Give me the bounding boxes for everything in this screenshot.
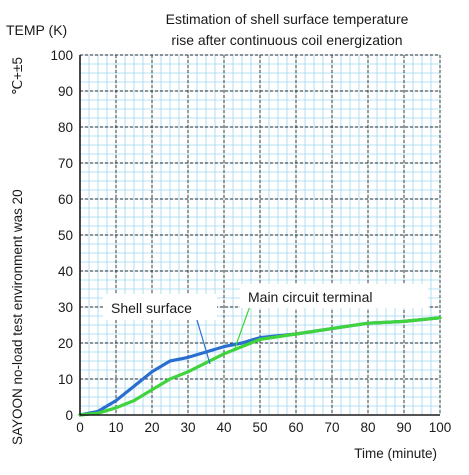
x-tick-label: 30 [180, 420, 195, 435]
side-note-tolerance: ℃+±5 [10, 57, 25, 95]
x-tick-label: 80 [360, 420, 375, 435]
y-tick-label: 0 [65, 408, 73, 423]
x-tick-label: 70 [324, 420, 339, 435]
series-layer [78, 316, 442, 417]
tick-labels: 0 10 20 30 40 50 60 70 80 90 100 0 10 20 30 40 50 60 70 80 9… [50, 48, 451, 435]
x-tick-label: 90 [396, 420, 411, 435]
x-tick-label: 20 [144, 420, 159, 435]
series-main-terminal-line [78, 316, 442, 417]
chart-title-line-2: rise after continuous coil energization [171, 32, 402, 48]
y-tick-label: 60 [58, 192, 73, 207]
legend-shell-leader [196, 319, 211, 365]
x-tick-label: 60 [288, 420, 303, 435]
legend-terminal-label: Main circuit terminal [248, 289, 372, 305]
x-axis-label: Time (minute) [354, 446, 437, 461]
legend-terminal-box [240, 284, 428, 308]
axes [79, 55, 440, 416]
y-tick-label: 80 [58, 120, 73, 135]
y-tick-label: 100 [50, 48, 73, 63]
legend-shell-box [103, 294, 217, 320]
x-tick-label: 40 [216, 420, 231, 435]
side-note-environment: SAYOON no-load test environment was 20 [10, 189, 25, 445]
x-tick-label: 10 [108, 420, 123, 435]
y-tick-label: 40 [58, 264, 73, 279]
chart-title-line-1: Estimation of shell surface temperature [166, 11, 409, 27]
y-tick-label: 50 [58, 228, 73, 243]
legend-terminal-leader [234, 305, 251, 349]
y-tick-label: 70 [58, 156, 73, 171]
y-tick-label: 90 [58, 84, 73, 99]
legend-main-terminal: Main circuit terminal [234, 284, 428, 349]
legend-shell-surface: Shell surface [103, 294, 217, 365]
x-tick-label: 0 [76, 420, 84, 435]
y-axis-label: TEMP (K) [6, 22, 67, 38]
x-tick-label: 100 [429, 420, 452, 435]
x-tick-label: 50 [252, 420, 267, 435]
y-tick-label: 30 [58, 300, 73, 315]
y-tick-label: 10 [58, 372, 73, 387]
y-tick-label: 20 [58, 336, 73, 351]
legend-shell-label: Shell surface [111, 300, 192, 316]
